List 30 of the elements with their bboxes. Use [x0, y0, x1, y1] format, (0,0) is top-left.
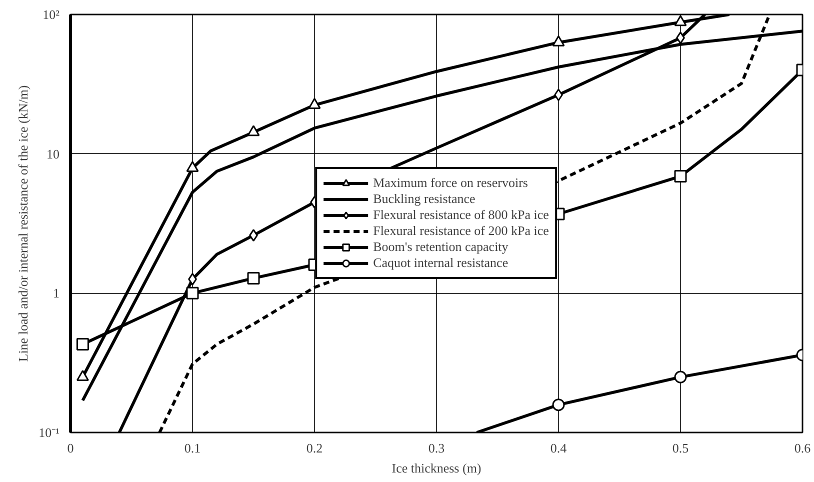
- x-tick-label: 0.4: [550, 440, 568, 456]
- legend-label: Flexural resistance of 200 kPa ice: [373, 223, 549, 239]
- x-tick-label: 0.3: [428, 440, 445, 456]
- point: [76, 338, 89, 350]
- legend-label: Flexural resistance of 800 kPa ice: [373, 207, 549, 223]
- point: [247, 272, 260, 284]
- legend-label: Caquot internal resistance: [373, 255, 508, 271]
- point: [674, 170, 687, 183]
- point: [186, 286, 199, 300]
- point: [308, 98, 321, 109]
- x-tick-label: 0.6: [794, 440, 812, 456]
- x-tick-label: 0: [67, 440, 74, 456]
- y-tick-label: 10²: [42, 7, 60, 22]
- x-tick-label: 0.2: [306, 440, 323, 456]
- y-tick-label: 1: [53, 286, 60, 301]
- point: [186, 160, 199, 172]
- y-tick-label: 10: [46, 146, 60, 162]
- point: [247, 125, 260, 136]
- x-axis-title: Ice thickness (m): [392, 460, 482, 476]
- legend-label: Boom's retention capacity: [373, 239, 508, 255]
- point: [552, 35, 565, 46]
- legend-label: Maximum force on reservoirs: [373, 175, 528, 191]
- point: [674, 15, 687, 26]
- x-tick-label: 0.1: [184, 440, 201, 456]
- point: [552, 398, 565, 412]
- point: [674, 370, 687, 384]
- legend-label: Buckling resistance: [373, 191, 476, 207]
- y-axis-title: Line load and/or internal resistance of the ice (kN/m): [16, 85, 31, 362]
- x-tick-label: 0.5: [672, 440, 689, 456]
- y-tick-label: 10⁻¹: [38, 425, 60, 440]
